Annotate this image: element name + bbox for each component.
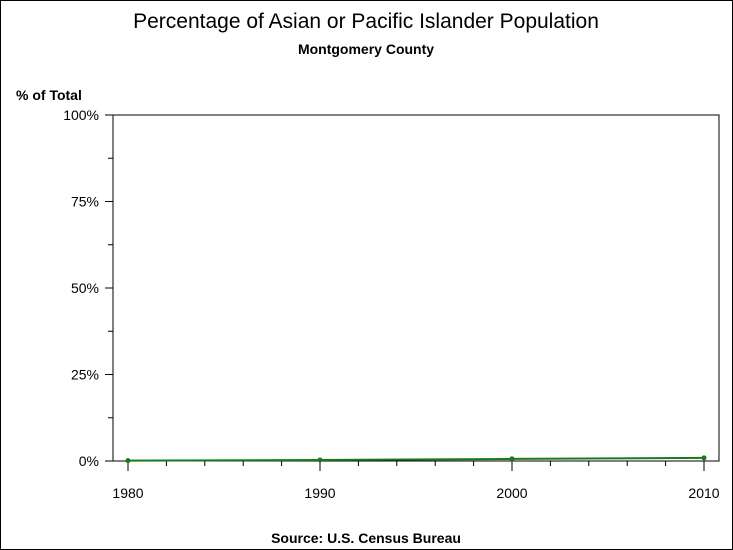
- data-point: [125, 458, 131, 464]
- axes: 0% 25% 50% 75% 100% 1980 1990 2000 2010: [63, 107, 720, 501]
- data-marks: [125, 455, 707, 464]
- plot-area: [112, 114, 720, 462]
- y-tick-label: 0%: [79, 453, 99, 469]
- y-tick-label: 25%: [71, 367, 99, 383]
- y-axis-label: % of Total: [16, 87, 82, 103]
- x-tick-label: 1980: [112, 485, 143, 501]
- x-tick-label: 2000: [496, 485, 527, 501]
- data-point: [317, 457, 323, 463]
- x-tick-label: 1990: [304, 485, 335, 501]
- data-point: [509, 456, 515, 462]
- y-tick-label: 100%: [63, 107, 99, 123]
- data-point: [701, 455, 707, 461]
- chart-subtitle: Montgomery County: [298, 41, 434, 57]
- chart-title: Percentage of Asian or Pacific Islander …: [133, 10, 599, 33]
- y-tick-label: 50%: [71, 280, 99, 296]
- y-tick-label: 75%: [71, 194, 99, 210]
- x-tick-label: 2010: [688, 485, 719, 501]
- series-line: [127, 456, 705, 462]
- source-note: Source: U.S. Census Bureau: [271, 530, 461, 546]
